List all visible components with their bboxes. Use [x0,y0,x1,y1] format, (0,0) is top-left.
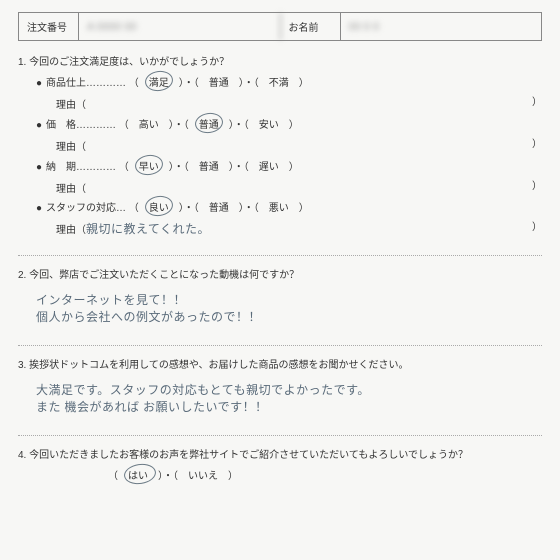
q2-answer-line2: 個人から会社への例文があったので！！ [36,308,530,325]
q1-reason-product: 理由（） [18,93,542,116]
customer-name-value: 00 0 0 [341,13,542,40]
order-number-value: A 0000 00 [79,13,281,40]
q1-opt-normal: 普通 [199,116,219,135]
q1-opt-good: 良い [149,199,169,218]
q3-answer-line2: また 機会があれば お願いしたいです！！ [36,398,530,415]
q1-row-delivery: ●納 期………… （ 早い ）・（ 普通 ）・（ 遅い ） [18,158,542,177]
q1-row-staff: ●スタッフの対応… （ 良い ）・（ 普通 ）・（ 悪い ） [18,199,542,218]
divider [18,255,542,256]
q4-opt-no: いいえ [188,471,218,482]
q1-reason-delivery: 理由（） [18,177,542,200]
q4-opt-yes: はい [128,467,148,482]
q1-row-price: ●価 格………… （ 高い ）・（ 普通 ）・（ 安い ） [18,116,542,135]
q3-title: 3. 挨拶状ドットコムを利用しての感想や、お届けした商品の感想をお聞かせください… [18,356,542,371]
divider [18,345,542,346]
q1-reason-staff: 理由（親切に教えてくれた。） [18,218,542,241]
question-3: 3. 挨拶状ドットコムを利用しての感想や、お届けした商品の感想をお聞かせください… [18,356,542,421]
q4-title: 4. 今回いただきましたお客様のお声を弊社サイトでご紹介させていただいてもよろし… [18,446,542,461]
q1-title: 1. 今回のご注文満足度は、いかがでしょうか？ [18,53,542,68]
question-2: 2. 今回、弊店でご注文いただくことになった動機は何ですか？ インターネットを見… [18,266,542,331]
q2-answer-line1: インターネットを見て！！ [36,291,530,308]
q3-answer-line1: 大満足です。スタッフの対応もとても親切でよかったです。 [36,381,530,398]
order-number-label: 注文番号 [19,13,79,40]
customer-name-label: お名前 [281,13,341,40]
q2-title: 2. 今回、弊店でご注文いただくことになった動機は何ですか？ [18,266,542,281]
q1-row-product: ●商品仕上………… （ 満足 ）・（ 普通 ）・（ 不満 ） [18,74,542,93]
q1-opt-fast: 早い [139,158,159,177]
divider [18,435,542,436]
question-1: 1. 今回のご注文満足度は、いかがでしょうか？ ●商品仕上………… （ 満足 ）… [18,53,542,241]
header-table: 注文番号 A 0000 00 お名前 00 0 0 [18,12,542,41]
q1-opt-satisfied: 満足 [149,74,169,93]
question-4: 4. 今回いただきましたお客様のお声を弊社サイトでご紹介させていただいてもよろし… [18,446,542,482]
q1-reason-price: 理由（） [18,135,542,158]
